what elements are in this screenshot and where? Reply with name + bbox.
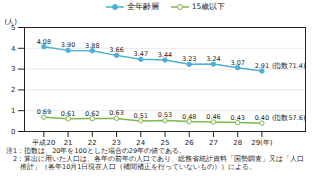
html-text:注1：指数は、20年を100とした場合の29年の値である。: 注1：指数は、20年を100とした場合の29年の値である。 [6,147,187,155]
svg-text:0.43: 0.43 [230,114,244,122]
svg-text:平成20: 平成20 [32,139,55,147]
svg-text:0.69: 0.69 [37,108,51,116]
svg-text:22: 22 [88,139,97,147]
html-text:全年齢層: 全年齢層 [126,1,159,11]
svg-text:3.66: 3.66 [109,46,123,54]
svg-text:0.53: 0.53 [158,111,172,119]
svg-text:21: 21 [64,139,73,147]
html-text:2：算出に用いた人口は、各年の前年の人口であり、総務省統計資: 2：算出に用いた人口は、各年の前年の人口であり、総務省統計資料「国勢調査」又は「… [6,155,305,163]
svg-text:5: 5 [11,23,16,32]
svg-text:0.62: 0.62 [85,110,99,118]
svg-text:0: 0 [11,128,15,136]
svg-text:3.23: 3.23 [182,55,196,63]
svg-text:4: 4 [11,45,16,53]
svg-text:(人): (人) [5,18,18,26]
svg-text:25: 25 [161,139,170,147]
svg-text:3.47: 3.47 [134,50,148,58]
svg-text:0.48: 0.48 [182,113,196,121]
svg-text:3.24: 3.24 [206,55,220,63]
svg-text:2.91: 2.91 [255,62,269,70]
svg-text:0.40: 0.40 [255,114,269,122]
svg-text:3.07: 3.07 [230,59,244,67]
svg-text:0.61: 0.61 [61,110,75,118]
svg-text:28: 28 [233,139,242,147]
svg-text:3.44: 3.44 [158,51,172,59]
svg-text:2: 2 [11,86,15,94]
svg-text:3: 3 [11,65,15,73]
svg-text:(指数71.4): (指数71.4) [272,62,306,70]
svg-text:3.90: 3.90 [61,41,75,49]
svg-text:4.08: 4.08 [37,38,51,46]
svg-text:1: 1 [11,107,15,115]
svg-text:27: 27 [209,139,218,147]
svg-text:0.63: 0.63 [109,109,123,117]
html-text:15歳以下: 15歳以下 [191,1,226,11]
svg-text:3.88: 3.88 [85,42,99,50]
svg-text:26: 26 [185,139,194,147]
svg-text:24: 24 [136,139,145,147]
svg-text:29(年): 29(年) [251,139,273,147]
svg-text:(指数57.6): (指数57.6) [272,114,306,122]
svg-text:0.46: 0.46 [206,113,220,121]
html-text:推計」（各年10月1日現在人口（補間補正を行っていないもの）: 推計」（各年10月1日現在人口（補間補正を行っていないもの））による。 [6,163,257,171]
svg-text:23: 23 [112,139,121,147]
svg-text:0.51: 0.51 [134,112,148,120]
